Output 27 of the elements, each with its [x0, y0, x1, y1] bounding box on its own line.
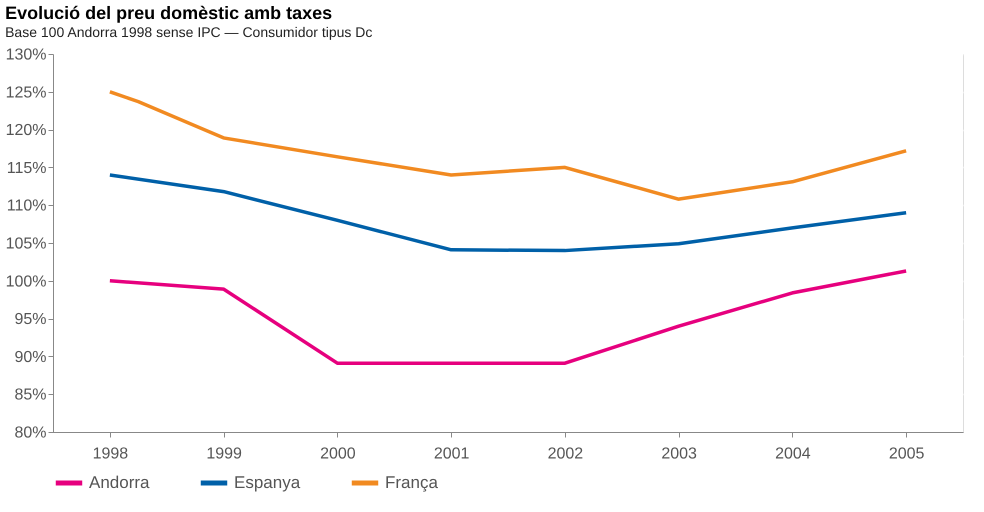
y-tick-label: 100% [6, 273, 46, 290]
x-tick-label: 2001 [434, 446, 470, 462]
x-tick-label: 1999 [206, 446, 242, 462]
y-tick-label: 120% [6, 122, 46, 140]
x-tick-label: 2003 [661, 446, 698, 462]
y-tick-label: 110% [6, 198, 46, 215]
y-tick-label: 95% [14, 311, 46, 328]
legend-label: Andorra [89, 473, 150, 492]
y-tick-label: 85% [14, 386, 46, 404]
x-tick-label: 2005 [888, 446, 925, 462]
y-tick-label: 105% [6, 236, 46, 252]
y-tick-label: 80% [14, 424, 46, 442]
legend-label: Espanya [234, 473, 301, 492]
x-tick-label: 2004 [775, 446, 811, 462]
y-tick-label: 115% [6, 160, 46, 177]
x-tick-label: 2000 [320, 446, 356, 462]
x-tick-label: 1998 [92, 446, 128, 462]
y-tick-label: 90% [14, 348, 46, 366]
line-series [108, 173, 908, 252]
x-tick-label: 2002 [548, 446, 584, 462]
chart-title: Evolució del preu domèstic amb taxes [5, 3, 332, 23]
line-series [108, 90, 908, 201]
chart-subtitle: Base 100 Andorra 1998 sense IPC — Consumidor tipus Dc [5, 24, 372, 40]
y-tick-label: 125% [6, 84, 46, 102]
line-series [108, 269, 908, 365]
legend-label: França [385, 473, 438, 492]
y-tick-label: 130% [6, 46, 46, 64]
